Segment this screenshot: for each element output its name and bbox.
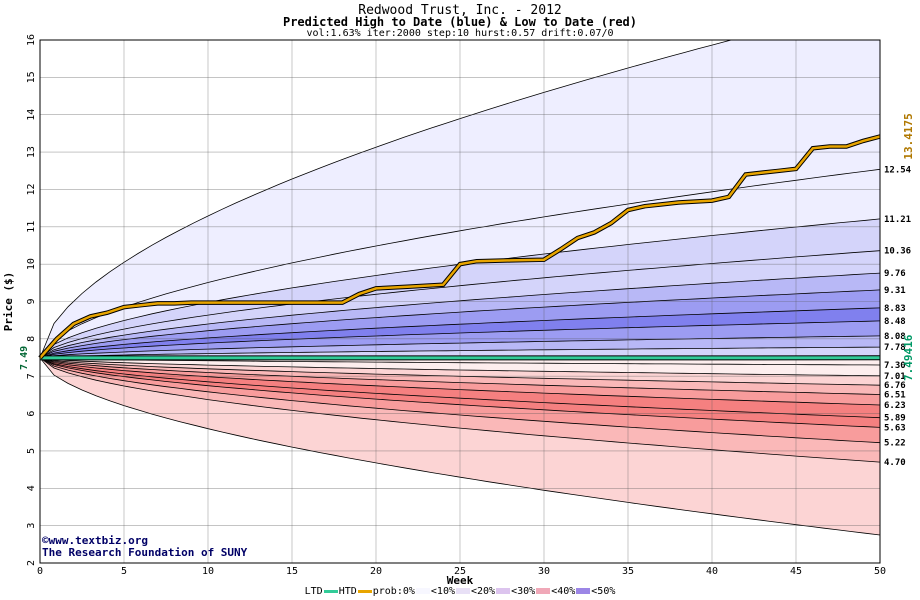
legend-bin-50: <50% xyxy=(591,586,616,597)
chart-subtitle: Predicted High to Date (blue) & Low to D… xyxy=(282,15,637,29)
y-axis-label: Price ($) xyxy=(2,272,15,332)
foundation-credit: The Research Foundation of SUNY xyxy=(42,546,248,559)
x-tick-20: 20 xyxy=(370,566,382,577)
x-axis-label: Week xyxy=(447,574,474,587)
x-tick-45: 45 xyxy=(790,566,802,577)
y-tick-6: 6 xyxy=(26,411,37,417)
quantile-label-11: 7.01 xyxy=(884,372,906,382)
x-tick-15: 15 xyxy=(286,566,298,577)
legend-htd-label: HTD xyxy=(338,586,357,597)
quantile-label-17: 5.22 xyxy=(884,439,906,449)
y-tick-12: 12 xyxy=(26,183,37,195)
start-price-label: 7.49 xyxy=(19,346,30,370)
legend-prob-label: prob:0% xyxy=(372,586,415,597)
quantile-label-5: 9.31 xyxy=(884,286,906,296)
copyright-credit: ©www.textbiz.org xyxy=(42,534,148,547)
quantile-label-12: 6.76 xyxy=(884,381,906,391)
quantile-label-13: 6.51 xyxy=(884,391,906,401)
y-tick-8: 8 xyxy=(26,336,37,342)
quantile-label-6: 8.83 xyxy=(884,304,906,314)
ltd-final-label: 7.49416 xyxy=(902,334,915,381)
quantile-label-9: 7.78 xyxy=(884,343,906,353)
x-tick-5: 5 xyxy=(121,566,127,577)
y-tick-3: 3 xyxy=(26,523,37,529)
y-tick-15: 15 xyxy=(26,71,37,83)
quantile-label-3: 10.36 xyxy=(884,247,911,257)
quantile-label-10: 7.30 xyxy=(884,361,906,371)
x-tick-40: 40 xyxy=(706,566,718,577)
legend-bin-20: <20% xyxy=(471,586,496,597)
y-tick-7: 7 xyxy=(26,373,37,379)
x-tick-30: 30 xyxy=(538,566,550,577)
chart-legend: LTD HTD prob:0% <10% <20% <30% <40% <50% xyxy=(0,586,920,597)
y-tick-2: 2 xyxy=(26,560,37,566)
quantile-label-7: 8.48 xyxy=(884,317,906,327)
quantile-label-4: 9.76 xyxy=(884,269,906,279)
y-tick-9: 9 xyxy=(26,298,37,304)
x-tick-10: 10 xyxy=(202,566,214,577)
quantile-label-14: 6.23 xyxy=(884,401,906,411)
legend-bin-10: <10% xyxy=(430,586,455,597)
quantile-label-15: 5.89 xyxy=(884,414,906,424)
quantile-label-8: 8.08 xyxy=(884,332,906,342)
quantile-label-18: 4.70 xyxy=(884,458,906,468)
legend-swatch-10 xyxy=(456,588,470,594)
x-tick-0: 0 xyxy=(37,566,43,577)
y-tick-16: 16 xyxy=(26,34,37,46)
y-tick-11: 11 xyxy=(26,221,37,233)
y-tick-10: 10 xyxy=(26,258,37,270)
legend-bin-30: <30% xyxy=(511,586,536,597)
legend-ltd-swatch xyxy=(323,589,338,593)
y-tick-14: 14 xyxy=(26,109,37,121)
htd-final-label: 13.4175 xyxy=(902,113,915,159)
quantile-label-16: 5.63 xyxy=(884,423,906,433)
legend-bin-40: <40% xyxy=(551,586,576,597)
legend-htd-swatch xyxy=(357,589,372,593)
legend-ltd-label: LTD xyxy=(304,586,323,597)
y-tick-4: 4 xyxy=(26,485,37,491)
x-tick-35: 35 xyxy=(622,566,634,577)
x-tick-25: 25 xyxy=(454,566,466,577)
y-tick-13: 13 xyxy=(26,146,37,158)
chart-params: vol:1.63% iter:2000 step:10 hurst:0.57 d… xyxy=(306,28,614,39)
chart-title: Redwood Trust, Inc. - 2012 xyxy=(358,3,562,18)
legend-swatch-40 xyxy=(576,588,591,594)
plot-frame xyxy=(39,39,881,564)
legend-swatch-20 xyxy=(496,588,511,594)
y-tick-5: 5 xyxy=(26,448,37,454)
legend-swatch-30 xyxy=(536,588,551,594)
legend-swatch-0 xyxy=(415,588,430,594)
quantile-label-1: 12.54 xyxy=(884,165,912,175)
quantile-label-2: 11.21 xyxy=(884,215,911,225)
x-tick-50: 50 xyxy=(874,566,886,577)
htd-line xyxy=(39,135,881,359)
